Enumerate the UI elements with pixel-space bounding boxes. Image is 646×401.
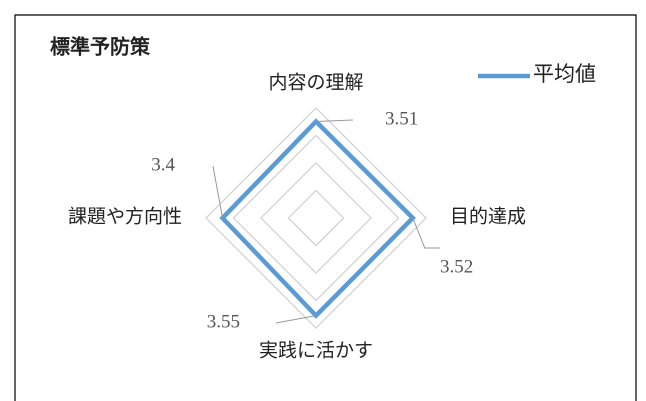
legend-label: 平均値 <box>533 62 596 86</box>
category-label: 目的達成 <box>450 205 526 227</box>
leader-line <box>212 165 223 219</box>
grid-ring <box>205 107 427 329</box>
data-label: 3.55 <box>207 311 240 332</box>
grid-ring <box>287 189 345 247</box>
category-label: 実践に活かす <box>259 339 373 361</box>
grid-ring <box>260 162 372 274</box>
chart-title: 標準予防策 <box>50 35 151 59</box>
leader-line <box>275 315 317 324</box>
category-label: 課題や方向性 <box>68 205 182 227</box>
category-label: 内容の理解 <box>268 71 363 93</box>
data-label: 3.51 <box>385 108 418 129</box>
grid-ring <box>232 134 400 302</box>
leader-line <box>315 119 354 122</box>
data-label: 3.4 <box>151 154 175 175</box>
chart-frame <box>14 14 637 401</box>
series-line <box>219 118 416 319</box>
leader-line <box>412 217 440 249</box>
data-label: 3.52 <box>440 256 473 277</box>
